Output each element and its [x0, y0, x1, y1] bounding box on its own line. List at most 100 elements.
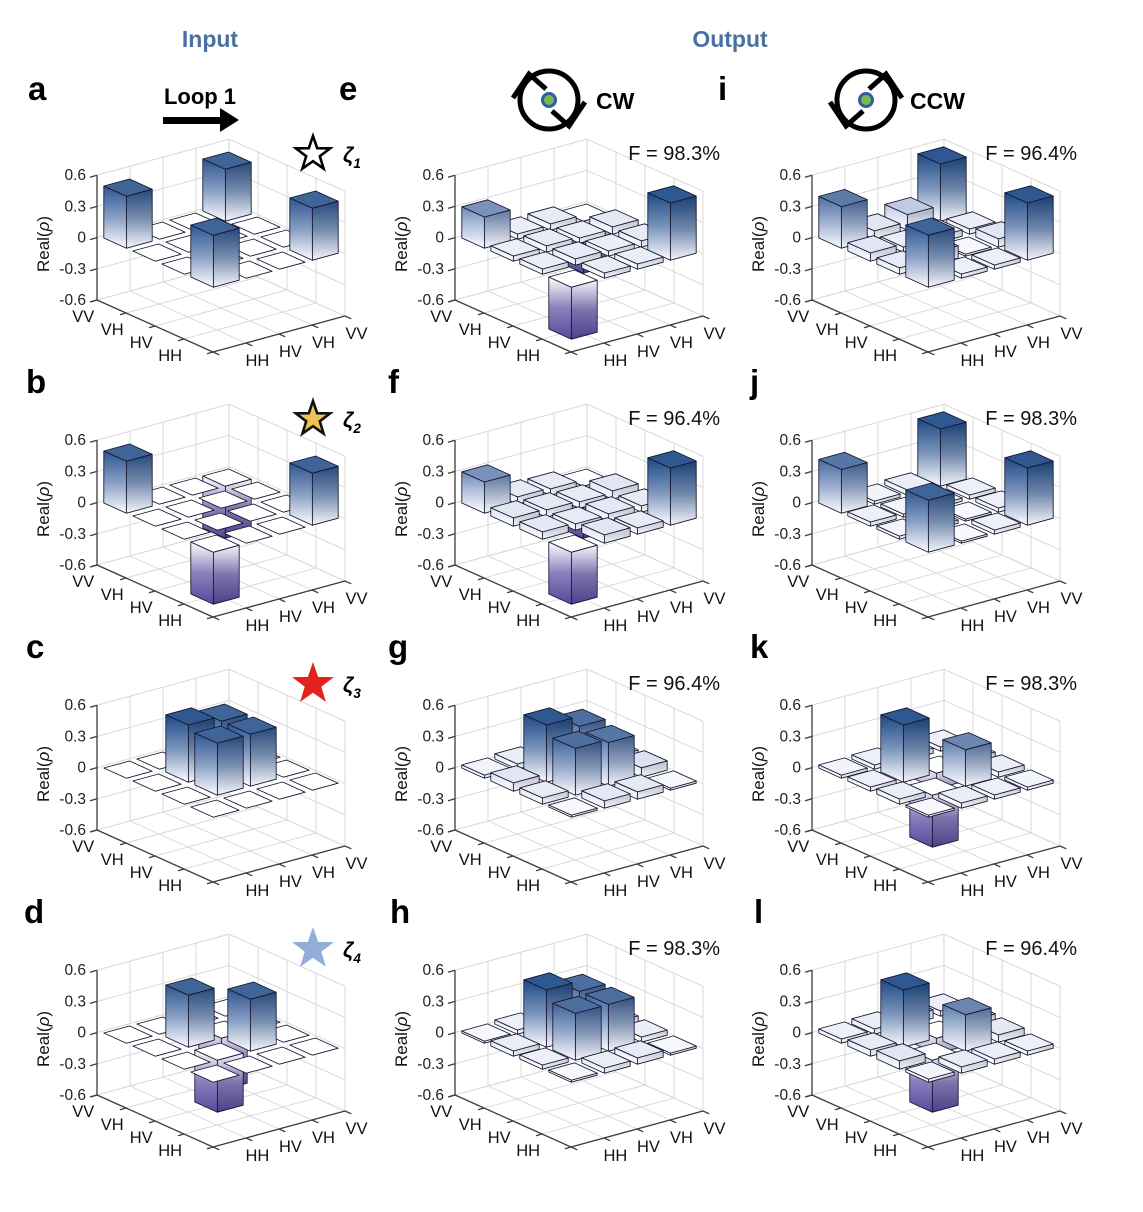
row-axis-label: VV: [787, 573, 809, 591]
axes: [89, 439, 352, 621]
row-axis-label: HV: [845, 599, 868, 617]
row-axis-label: VV: [72, 308, 94, 326]
axes: [89, 174, 352, 356]
row-axis-label: HH: [873, 612, 897, 630]
col-axis-label: VV: [345, 1120, 367, 1138]
density-matrix-chart-k: 0.6 0.3 0 -0.3 -0.6 Real(ρ) HH HV VH VV HH HV VH VV F …: [749, 668, 1082, 900]
svg-text:0.3: 0.3: [422, 463, 444, 480]
bars-3d: [461, 707, 697, 818]
row-axis-label: VH: [459, 851, 482, 869]
bars-3d: [461, 972, 697, 1083]
row-axis-label: HH: [873, 1142, 897, 1160]
col-axis-label: HV: [637, 873, 660, 891]
row-axis-label: VH: [101, 1116, 124, 1134]
svg-text:-0.6: -0.6: [774, 1087, 801, 1104]
svg-text:-0.3: -0.3: [59, 261, 86, 278]
panel-letter-h: h: [390, 893, 411, 930]
fidelity-label: F = 98.3%: [985, 673, 1077, 695]
col-axis-label: VV: [345, 590, 367, 608]
density-matrix-chart-i: 0.6 0.3 0 -0.3 -0.6 Real(ρ) HH HV VH VV HH HV VH VV F …: [749, 138, 1082, 370]
svg-text:-0.6: -0.6: [417, 1087, 444, 1104]
row-axis-label: HV: [130, 334, 153, 352]
row-axis-label: HH: [516, 1142, 540, 1160]
axes: [804, 969, 1067, 1151]
bars-3d: [103, 703, 339, 818]
row-axis-label: HV: [845, 1129, 868, 1147]
col-axis-label: VV: [345, 855, 367, 873]
col-axis-label: HV: [637, 343, 660, 361]
state-star-icon: [292, 397, 334, 437]
panel-letter-d: d: [24, 893, 45, 930]
svg-text:0.3: 0.3: [779, 728, 801, 745]
svg-text:0: 0: [792, 495, 801, 512]
fidelity-label: F = 98.3%: [628, 938, 720, 960]
row-axis-label: VV: [430, 838, 452, 856]
density-matrix-chart-d: 0.6 0.3 0 -0.3 -0.6 Real(ρ) HH HV VH VV HH HV VH VV ζ4: [34, 927, 367, 1165]
svg-text:-0.6: -0.6: [417, 822, 444, 839]
col-axis-label: VV: [1060, 855, 1082, 873]
col-axis-label: VH: [670, 334, 693, 352]
row-axis-label: HV: [488, 864, 511, 882]
row-axis-label: HH: [516, 347, 540, 365]
row-axis-label: VH: [816, 321, 839, 339]
state-label: ζ1: [343, 144, 361, 171]
svg-text:-0.3: -0.3: [417, 1056, 444, 1073]
col-axis-label: VH: [670, 864, 693, 882]
density-matrix-chart-a: 0.6 0.3 0 -0.3 -0.6 Real(ρ) HH HV VH VV HH HV VH VV ζ1: [34, 132, 367, 370]
svg-text:0.3: 0.3: [422, 198, 444, 215]
svg-text:0: 0: [435, 230, 444, 247]
z-axis-label: Real(ρ): [749, 746, 768, 802]
col-axis-label: HV: [994, 343, 1017, 361]
z-axis-label: Real(ρ): [392, 1011, 411, 1067]
col-axis-label: VV: [1060, 325, 1082, 343]
state-label: ζ2: [343, 409, 361, 436]
z-axis-label: Real(ρ): [749, 1011, 768, 1067]
row-axis-label: VV: [72, 1103, 94, 1121]
row-axis-label: VV: [787, 308, 809, 326]
fidelity-label: F = 96.4%: [985, 143, 1077, 165]
axes: [804, 439, 1067, 621]
svg-text:0: 0: [435, 1025, 444, 1042]
col-axis-label: HV: [637, 1138, 660, 1156]
bars-3d: [818, 411, 1054, 553]
col-axis-label: VH: [1027, 599, 1050, 617]
row-axis-label: HV: [130, 1129, 153, 1147]
col-axis-label: VV: [1060, 590, 1082, 608]
loop-arrow-head-icon: [220, 108, 239, 132]
panel-letter-e: e: [339, 70, 358, 107]
panel-letter-f: f: [388, 363, 399, 400]
row-axis-label: VV: [430, 1103, 452, 1121]
col-axis-label: VH: [670, 1129, 693, 1147]
svg-text:0.3: 0.3: [64, 198, 86, 215]
axes: [447, 174, 710, 356]
row-axis-label: VV: [787, 1103, 809, 1121]
ccw-label: CCW: [910, 88, 965, 114]
col-axis-label: HV: [279, 873, 302, 891]
svg-text:0.6: 0.6: [64, 167, 86, 184]
row-axis-label: VH: [459, 586, 482, 604]
svg-text:-0.3: -0.3: [417, 791, 444, 808]
svg-text:-0.6: -0.6: [59, 292, 86, 309]
bars-3d: [103, 443, 339, 605]
panel-letter-g: g: [388, 628, 409, 665]
axes: [89, 704, 352, 886]
loop-1-label: Loop 1: [163, 84, 237, 109]
svg-text:0: 0: [77, 495, 86, 512]
z-axis-label: Real(ρ): [34, 216, 53, 272]
svg-text:0.6: 0.6: [422, 962, 444, 979]
svg-text:-0.3: -0.3: [774, 526, 801, 543]
col-axis-label: HH: [246, 882, 270, 900]
col-axis-label: HH: [604, 617, 628, 635]
col-axis-label: HH: [246, 617, 270, 635]
row-axis-label: VV: [430, 308, 452, 326]
state-label: ζ4: [343, 939, 361, 966]
col-axis-label: HH: [246, 1147, 270, 1165]
svg-text:-0.6: -0.6: [417, 292, 444, 309]
svg-text:0.6: 0.6: [779, 432, 801, 449]
row-axis-label: HH: [516, 612, 540, 630]
svg-text:0: 0: [435, 495, 444, 512]
density-matrix-chart-e: 0.6 0.3 0 -0.3 -0.6 Real(ρ) HH HV VH VV HH HV VH VV F …: [392, 138, 725, 370]
svg-text:0.6: 0.6: [422, 432, 444, 449]
svg-text:-0.3: -0.3: [774, 791, 801, 808]
col-axis-label: VH: [1027, 1129, 1050, 1147]
